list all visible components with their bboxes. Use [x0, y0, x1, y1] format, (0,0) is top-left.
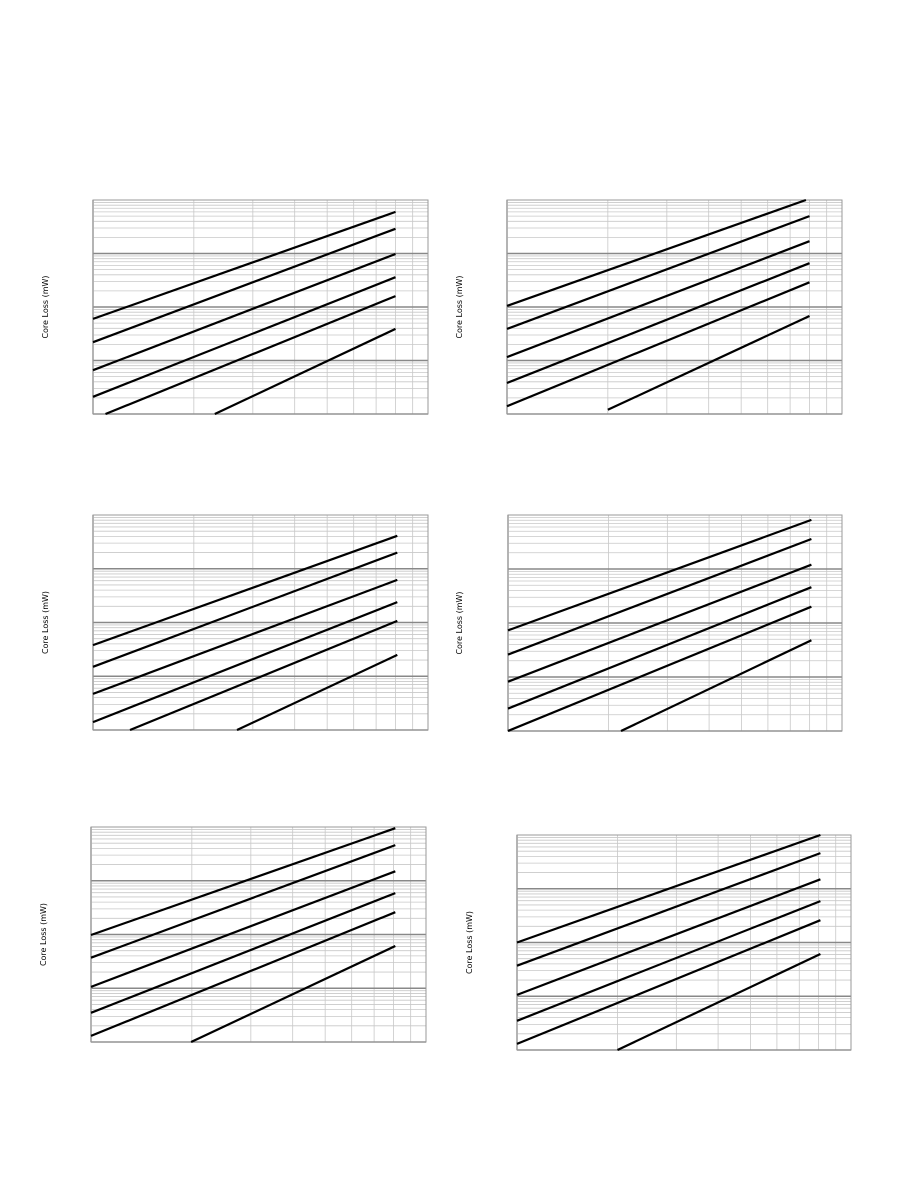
- curve: [617, 953, 821, 1051]
- curve: [506, 215, 810, 330]
- curve: [129, 619, 398, 732]
- curve: [90, 827, 396, 937]
- curve: [105, 295, 396, 416]
- curve: [506, 240, 810, 359]
- plot-frame: [92, 199, 429, 415]
- chart: Core Loss (mW): [455, 514, 843, 733]
- y-axis-label: Core Loss (mW): [41, 591, 50, 654]
- curve: [90, 844, 396, 959]
- curve: [507, 586, 812, 710]
- y-axis-label: Core Loss (mW): [39, 903, 48, 966]
- curve: [92, 534, 398, 647]
- y-axis-label: Core Loss (mW): [465, 911, 474, 974]
- plot-frame: [506, 199, 843, 415]
- curve: [516, 852, 821, 967]
- curve: [92, 252, 396, 372]
- curve: [214, 327, 396, 415]
- chart: Core Loss (mW): [41, 199, 429, 416]
- curve: [507, 537, 812, 656]
- y-axis-label: Core Loss (mW): [455, 591, 464, 654]
- curve: [506, 262, 810, 385]
- curve: [607, 315, 810, 411]
- curve: [516, 919, 821, 1045]
- curve: [620, 639, 812, 732]
- curve: [92, 276, 396, 398]
- curve: [236, 653, 398, 731]
- y-axis-label: Core Loss (mW): [41, 275, 50, 338]
- curve: [516, 900, 821, 1022]
- chart: Core Loss (mW): [41, 514, 429, 732]
- curve: [190, 945, 396, 1043]
- curve: [506, 198, 807, 307]
- curve: [92, 227, 396, 344]
- curve: [506, 281, 810, 408]
- curve: [92, 601, 398, 724]
- curve: [516, 833, 821, 944]
- curve: [92, 210, 396, 320]
- curve: [507, 563, 812, 683]
- chart: Core Loss (mW): [455, 198, 843, 415]
- curve: [92, 551, 398, 668]
- plot-frame: [507, 514, 843, 732]
- chart: Core Loss (mW): [39, 826, 427, 1043]
- curve: [90, 870, 396, 988]
- curve: [92, 578, 398, 695]
- curve: [507, 518, 812, 632]
- curve: [507, 605, 812, 733]
- plot-frame: [92, 514, 429, 731]
- chart: Core Loss (mW): [465, 833, 852, 1051]
- y-axis-label: Core Loss (mW): [455, 275, 464, 338]
- curve: [90, 911, 396, 1037]
- curve: [516, 878, 821, 996]
- curve: [90, 892, 396, 1014]
